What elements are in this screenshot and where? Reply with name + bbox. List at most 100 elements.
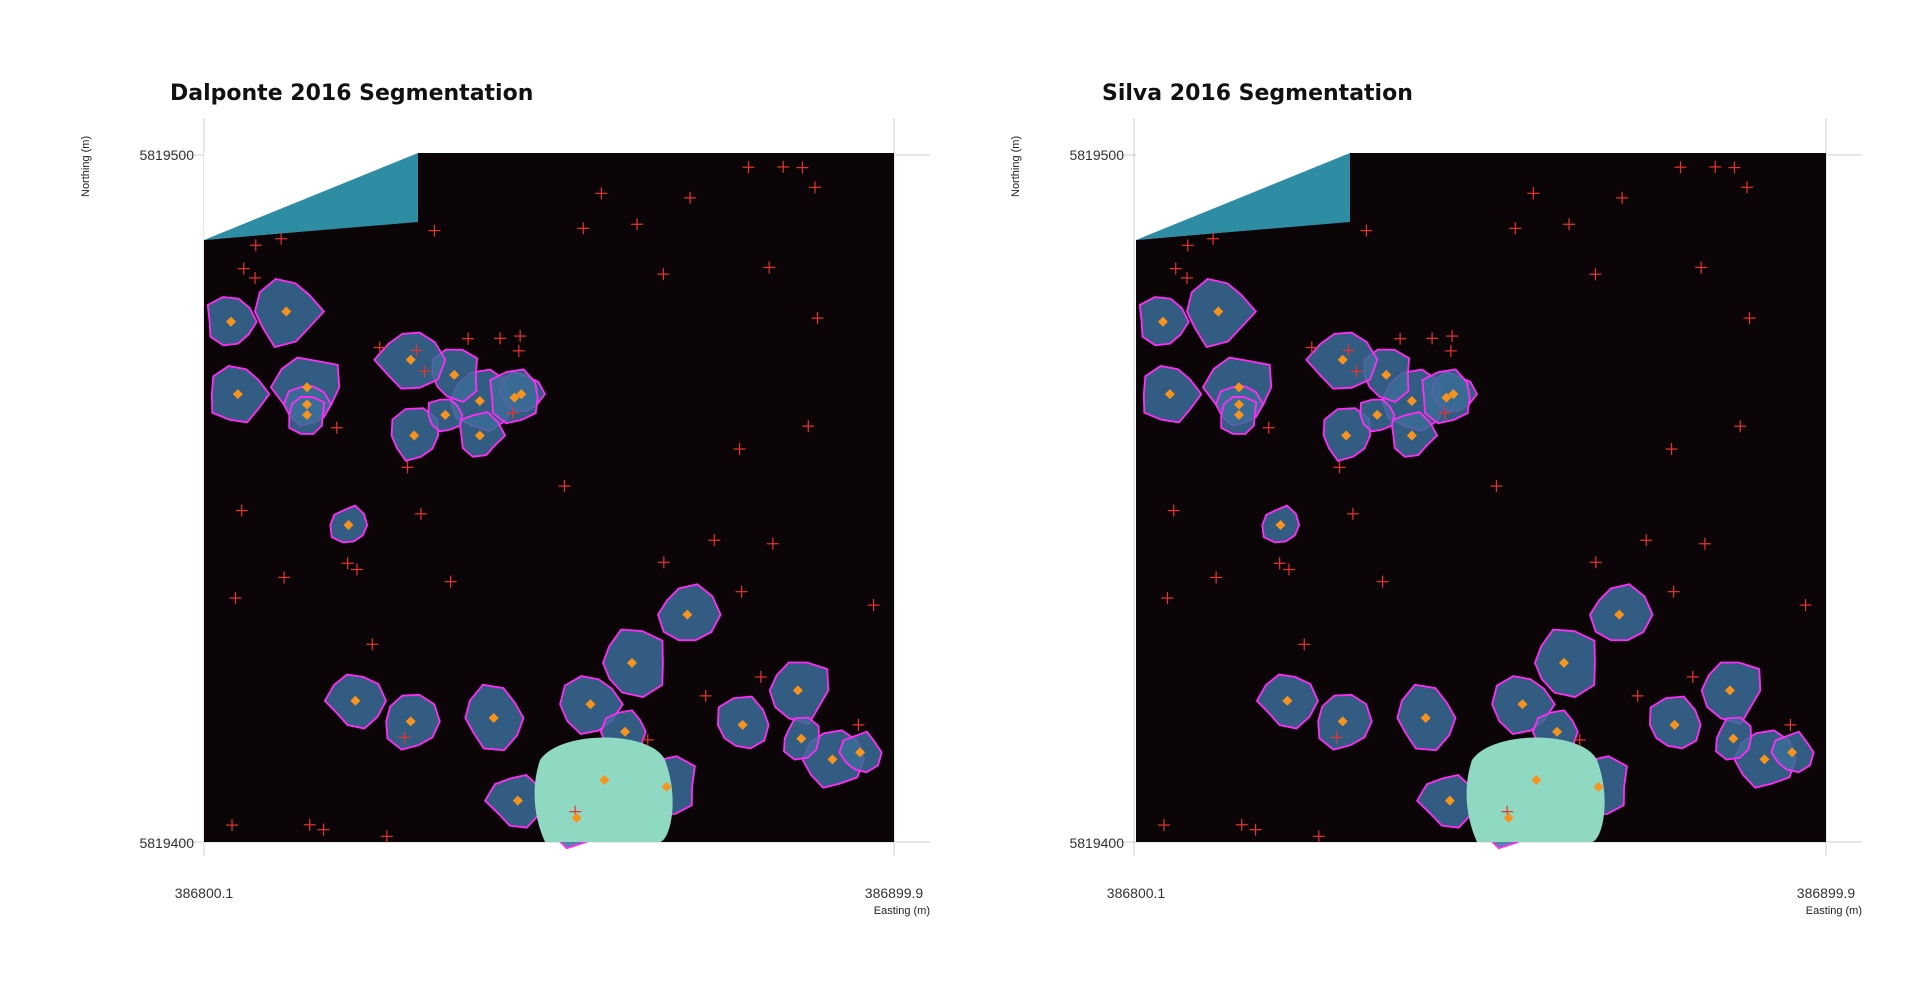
treetop-cross-marker (249, 239, 262, 252)
y-tick-label-bottom: 5819400 (1069, 835, 1124, 851)
treetop-cross-marker (1346, 507, 1359, 520)
treetop-marker (512, 795, 523, 806)
high-canopy-area (534, 737, 673, 842)
treetop-marker (281, 306, 292, 317)
y-axis-label: Northing (m) (80, 136, 92, 197)
treetop-cross-marker (811, 312, 824, 325)
raster-background (1136, 153, 1826, 842)
treetops-red-layer (226, 160, 880, 843)
treetop-cross-marker (1728, 161, 1741, 174)
treetop-cross-marker (1709, 160, 1722, 173)
x-tick-label-left: 386800.1 (1107, 885, 1166, 901)
treetop-cross-marker (1158, 819, 1171, 832)
treetop-cross-marker (1743, 312, 1756, 325)
treetop-cross-marker (229, 591, 242, 604)
chart-title: Dalponte 2016 Segmentation (170, 81, 533, 106)
treetop-cross-marker (1667, 585, 1680, 598)
chart-svg-dalponte: Dalponte 2016 Segmentation 5819500 58194… (80, 81, 930, 917)
treetop-cross-marker (514, 330, 527, 343)
treetop-cross-marker (414, 507, 427, 520)
treetop-marker (1531, 774, 1542, 785)
treetop-cross-marker (631, 218, 644, 231)
treetop-cross-marker (754, 670, 767, 683)
treetop-cross-marker (766, 537, 779, 550)
treetop-cross-marker (684, 191, 697, 204)
treetop-cross-marker (506, 407, 519, 420)
treetop-cross-marker (1573, 733, 1586, 746)
treetop-cross-marker (796, 161, 809, 174)
treetop-marker (488, 712, 499, 723)
treetop-marker (1372, 409, 1383, 420)
treetop-marker (350, 695, 361, 706)
treetop-marker (1614, 609, 1625, 620)
treetop-cross-marker (1181, 239, 1194, 252)
treetop-cross-marker (1740, 181, 1753, 194)
treetop-marker (1517, 699, 1528, 710)
treetop-cross-marker (1527, 187, 1540, 200)
treetop-marker (1337, 354, 1348, 365)
treetop-cross-marker (1273, 557, 1286, 570)
treetop-cross-marker (366, 638, 379, 651)
treetop-cross-marker (398, 731, 411, 744)
treetop-cross-marker (1563, 218, 1576, 231)
treetop-cross-marker (733, 443, 746, 456)
treetop-marker (405, 354, 416, 365)
treetop-cross-marker (1305, 341, 1318, 354)
treetop-marker (1448, 389, 1459, 400)
treetop-marker (571, 812, 582, 823)
canopy-height-raster (1136, 153, 1826, 850)
treetop-marker (1503, 812, 1514, 823)
treetop-cross-marker (1342, 344, 1355, 357)
treetop-cross-marker (1665, 443, 1678, 456)
treetop-marker (1234, 399, 1245, 410)
high-canopy-patch (1466, 737, 1605, 842)
treetop-cross-marker (1298, 638, 1311, 651)
treetop-marker (474, 396, 485, 407)
treetop-marker (509, 392, 520, 403)
treetop-cross-marker (1589, 556, 1602, 569)
treetop-cross-marker (1350, 365, 1363, 378)
treetop-cross-marker (699, 689, 712, 702)
treetop-cross-marker (1799, 599, 1812, 612)
treetop-marker (302, 409, 313, 420)
chart-panel-dalponte: Dalponte 2016 Segmentation 5819500 58194… (80, 81, 930, 917)
treetop-cross-marker (1249, 823, 1262, 836)
treetop-cross-marker (512, 344, 525, 357)
treetop-marker (1728, 733, 1739, 744)
treetop-cross-marker (735, 585, 748, 598)
treetop-marker (516, 389, 527, 400)
treetop-cross-marker (1181, 271, 1194, 284)
treetop-cross-marker (763, 261, 776, 274)
treetop-cross-marker (657, 268, 670, 281)
treetop-cross-marker (1235, 818, 1248, 831)
treetop-cross-marker (1376, 575, 1389, 588)
treetop-marker (1787, 747, 1798, 758)
treetop-marker (1406, 396, 1417, 407)
chart-panel-silva: Silva 2016 Segmentation 5819500 5819400 … (930, 0, 1890, 991)
tree-crowns (206, 278, 883, 850)
treetop-cross-marker (1695, 261, 1708, 274)
treetop-cross-marker (494, 332, 507, 345)
treetop-marker (1759, 754, 1770, 765)
chart-svg-silva: Silva 2016 Segmentation 5819500 5819400 … (1010, 81, 1862, 917)
y-axis-label: Northing (m) (1010, 136, 1022, 197)
treetop-cross-marker (1784, 718, 1797, 731)
treetop-marker (1444, 795, 1455, 806)
treetops-orange-layer (225, 306, 866, 823)
treetop-cross-marker (558, 480, 571, 493)
treetop-cross-marker (867, 599, 880, 612)
treetop-marker (449, 369, 460, 380)
treetop-cross-marker (418, 365, 431, 378)
treetop-cross-marker (350, 563, 363, 576)
treetop-cross-marker (380, 830, 393, 843)
treetop-cross-marker (1282, 563, 1295, 576)
treetop-cross-marker (577, 222, 590, 235)
treetop-cross-marker (1312, 830, 1325, 843)
treetop-cross-marker (278, 571, 291, 584)
treetop-cross-marker (1509, 222, 1522, 235)
treetop-marker (737, 719, 748, 730)
treetop-cross-marker (1360, 224, 1373, 237)
treetop-cross-marker (1589, 268, 1602, 281)
treetops-red-layer (1158, 160, 1812, 843)
treetop-cross-marker (1438, 407, 1451, 420)
